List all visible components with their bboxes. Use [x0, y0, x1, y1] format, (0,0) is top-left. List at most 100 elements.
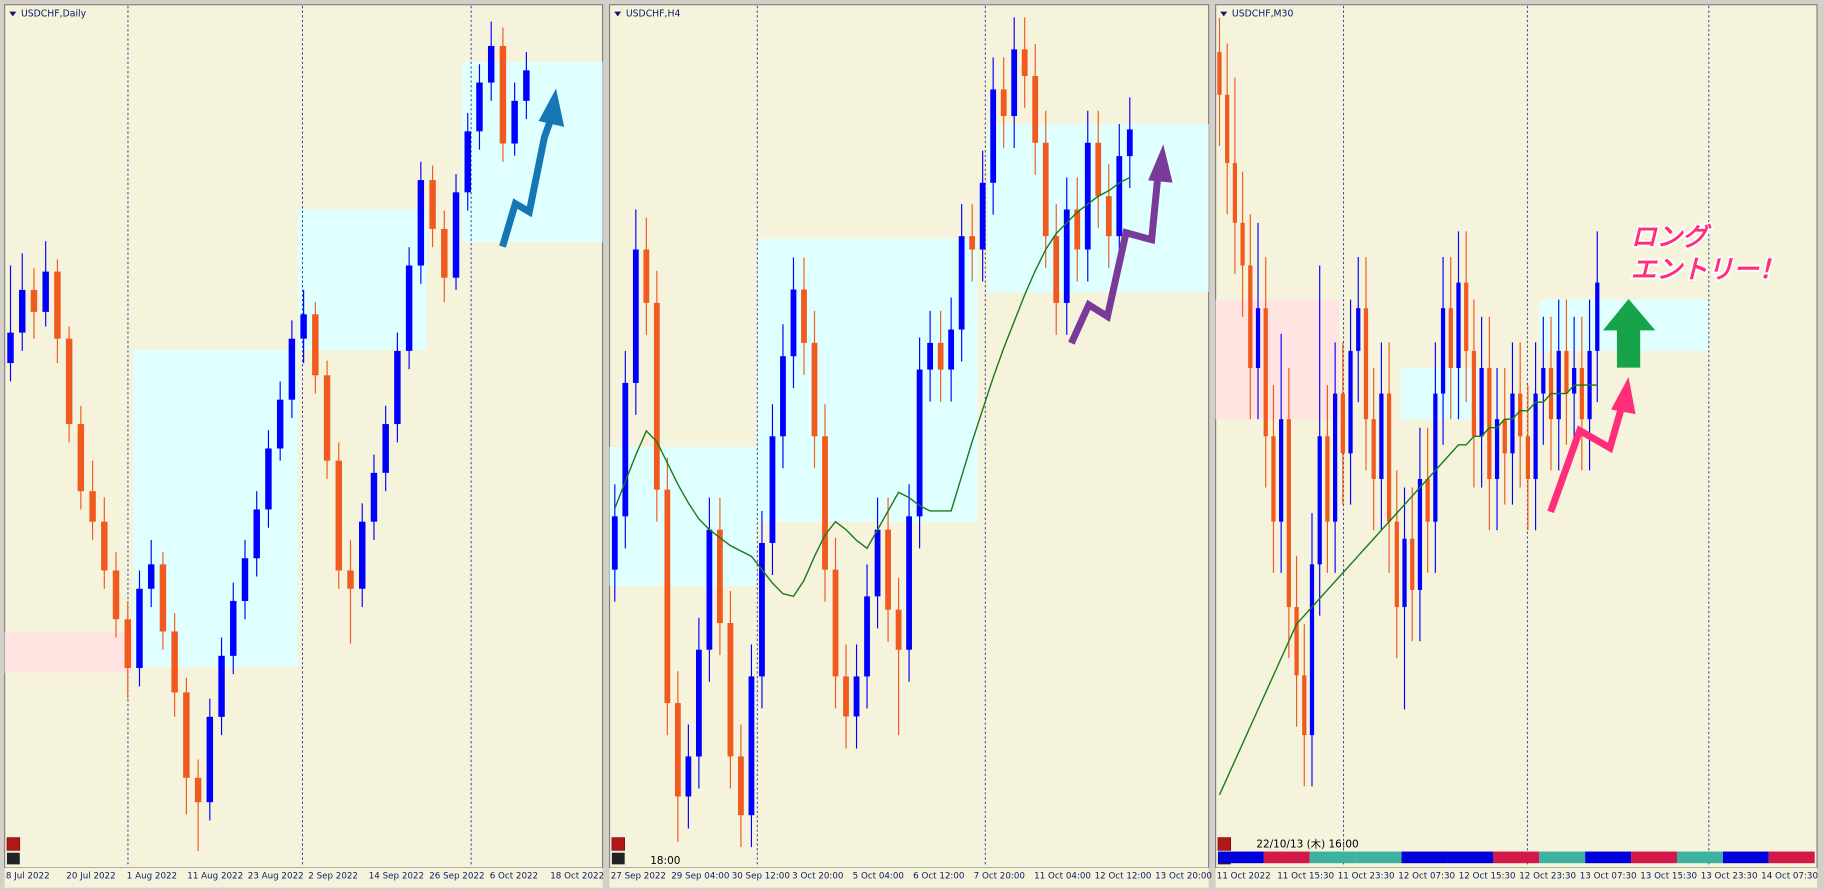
- candle-body: [1248, 265, 1253, 368]
- candle-body: [323, 375, 331, 461]
- candle-body: [948, 329, 955, 370]
- candle-body: [417, 180, 425, 266]
- x-tick-label: 6 Oct 2022: [490, 871, 538, 881]
- zone: [4, 632, 134, 673]
- candle-body: [487, 45, 495, 83]
- candle-body: [832, 569, 839, 677]
- x-tick-label: 13 Oct 07:30: [1580, 871, 1637, 881]
- panel-icon: [1217, 837, 1232, 851]
- candle-body: [1456, 282, 1461, 368]
- candle-body: [643, 249, 650, 303]
- menu-triangle: [614, 11, 622, 17]
- candle-body: [54, 271, 61, 339]
- menu-triangle: [9, 11, 17, 17]
- candle-body: [136, 588, 143, 669]
- candle-body: [429, 180, 436, 229]
- candle-body: [1572, 367, 1577, 394]
- session-bar: [1539, 851, 1586, 864]
- x-tick-label: 26 Sep 2022: [429, 871, 484, 881]
- candle-body: [1464, 282, 1469, 351]
- candle-body: [1084, 142, 1091, 250]
- x-tick-label: 12 Oct 12:00: [1095, 871, 1152, 881]
- candle-body: [695, 649, 702, 757]
- candle-body: [738, 756, 744, 816]
- candle-body: [124, 619, 131, 669]
- x-tick-label: 6 Oct 12:00: [913, 871, 964, 881]
- x-tick-label: 2 Sep 2022: [308, 871, 358, 881]
- arrow: [499, 119, 554, 248]
- x-tick-label: 27 Sep 2022: [611, 871, 666, 881]
- session-bar: [1447, 851, 1494, 864]
- candle-body: [990, 89, 997, 183]
- x-tick-label: 3 Oct 20:00: [792, 871, 843, 881]
- candle-body: [359, 521, 366, 589]
- long-arrow: [1602, 299, 1656, 368]
- panel-title: USDCHF,H4: [626, 9, 681, 20]
- candle-body: [1533, 393, 1538, 479]
- candle-body: [476, 82, 483, 132]
- x-tick-label: 14 Sep 2022: [369, 871, 424, 881]
- candle-body: [1433, 393, 1438, 522]
- candle-body: [452, 192, 460, 278]
- candle-body: [382, 424, 389, 473]
- candle-body: [685, 756, 692, 797]
- candle-body: [1525, 436, 1531, 479]
- x-tick-label: 12 Oct 07:30: [1398, 871, 1455, 881]
- candle-body: [937, 342, 944, 370]
- chart-panel: USDCHF,Daily 8 Jul 2022 20 Jul 2022 1 Aug 2…: [4, 4, 604, 888]
- zone: [1400, 367, 1478, 420]
- arrow-head: [1148, 144, 1173, 183]
- x-tick-label: 11 Oct 04:00: [1034, 871, 1091, 881]
- zone: [297, 209, 427, 350]
- candle-body: [1021, 49, 1028, 77]
- session-bar: [1263, 851, 1310, 864]
- session-bar: [1768, 851, 1815, 864]
- candle-body: [42, 271, 49, 312]
- x-tick-label: 23 Aug 2022: [248, 871, 304, 881]
- candle-body: [1494, 419, 1500, 479]
- candle-body: [1379, 393, 1384, 479]
- candle-body: [312, 314, 319, 376]
- panels: USDCHF,Daily 8 Jul 2022 20 Jul 2022 1 Aug 2…: [4, 4, 1818, 888]
- panel-icon: [611, 837, 625, 851]
- candle-body: [622, 382, 629, 517]
- candle-body: [1225, 94, 1230, 164]
- candle-body: [147, 564, 155, 589]
- candle-body: [7, 332, 14, 364]
- x-tick-label: 1 Aug 2022: [127, 871, 177, 881]
- annotation: エントリー！: [1631, 255, 1784, 285]
- candle-body: [1074, 209, 1081, 250]
- candle-body: [1286, 419, 1291, 608]
- candle-body: [1232, 163, 1238, 223]
- session-bar: [1631, 851, 1677, 864]
- candle-body: [1279, 419, 1284, 522]
- candle-body: [1479, 367, 1484, 437]
- candle-body: [77, 424, 85, 492]
- candle-body: [1579, 367, 1584, 420]
- time-label: 18:00: [650, 855, 680, 867]
- candle-body: [1317, 436, 1322, 565]
- x-tick-label: 11 Oct 15:30: [1277, 871, 1334, 881]
- chart-panel: USDCHF,H4 27 Sep 2022 29 Sep 04:00 30 Sep 1…: [608, 4, 1212, 888]
- candle-body: [1063, 209, 1070, 303]
- candle-body: [1042, 142, 1049, 237]
- session-bar: [1722, 851, 1769, 864]
- x-tick-label: 5 Oct 04:00: [853, 871, 904, 881]
- annotation: ロング: [1631, 223, 1712, 253]
- candle-body: [1340, 393, 1345, 454]
- candle-body: [101, 521, 108, 571]
- candle-body: [759, 543, 765, 677]
- candle-body: [874, 529, 881, 597]
- candle-body: [1518, 393, 1523, 437]
- candle-body: [853, 676, 860, 717]
- candle-body: [335, 460, 343, 571]
- candle-body: [1556, 350, 1561, 420]
- candle-body: [885, 529, 891, 610]
- candle-body: [706, 529, 713, 650]
- time-label: 22/10/13 (木) 16:00: [1256, 839, 1358, 851]
- candle-body: [1217, 52, 1222, 95]
- panel-title: USDCHF,M30: [1232, 9, 1294, 20]
- panel-icon: [6, 837, 21, 851]
- panel-icon: [6, 852, 20, 865]
- axis-strip: [609, 867, 1209, 888]
